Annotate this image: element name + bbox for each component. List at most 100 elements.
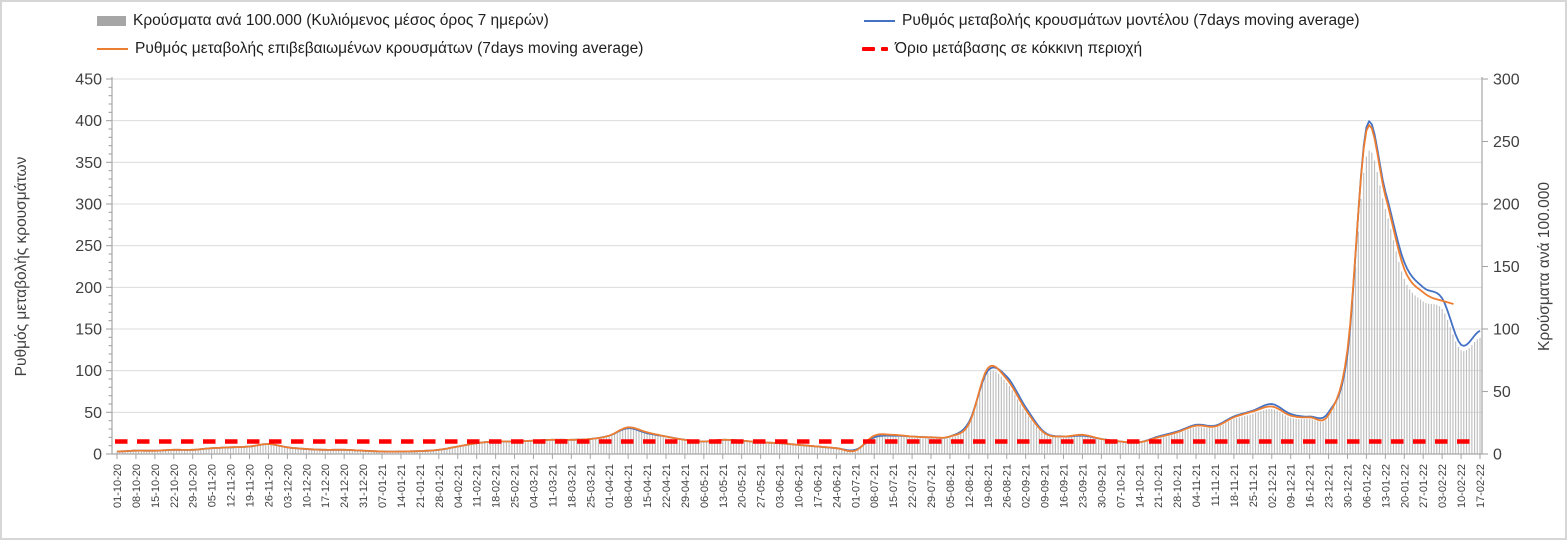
x-axis-date-label: 08-04-21 — [623, 464, 635, 508]
x-axis-date-label: 11-03-21 — [547, 464, 559, 507]
legend-item-red-threshold: Όριο μετάβασης σε κόκκινη περιοχή — [862, 38, 1142, 60]
x-axis-date-label: 05-08-21 — [945, 464, 957, 508]
x-axis-date-label: 25-02-21 — [510, 464, 522, 508]
x-axis-date-label: 12-11-20 — [226, 464, 238, 507]
x-axis: 01-10-20 08-10-20 15-10-20 22-10-20 29-10-20… — [112, 453, 1487, 508]
right-axis-tick-label: 0 — [1493, 447, 1502, 464]
x-axis-date-label: 10-12-20 — [301, 464, 313, 508]
x-axis-date-label: 14-10-21 — [1134, 464, 1146, 508]
blue-line-swatch — [864, 19, 895, 23]
x-axis-date-label: 30-12-21 — [1342, 464, 1354, 508]
left-axis-tick-label: 350 — [75, 155, 102, 172]
x-axis-date-label: 04-03-21 — [528, 464, 540, 508]
x-axis-date-label: 30-09-21 — [1096, 464, 1108, 508]
x-axis-date-label: 29-07-21 — [926, 464, 938, 508]
x-axis-date-label: 05-11-20 — [207, 464, 219, 507]
right-axis-tick-label: 150 — [1493, 259, 1520, 276]
x-axis-date-label: 20-01-22 — [1399, 464, 1411, 508]
x-axis-date-label: 26-11-20 — [263, 464, 275, 507]
x-axis-date-label: 13-05-21 — [718, 464, 730, 508]
x-axis-date-label: 21-01-21 — [415, 464, 427, 508]
x-axis-date-label: 15-04-21 — [642, 464, 654, 508]
x-axis-date-label: 19-08-21 — [983, 464, 995, 508]
model-line — [116, 120, 1481, 453]
x-axis-date-label: 20-05-21 — [737, 464, 749, 508]
left-axis-tick-label: 200 — [75, 280, 102, 297]
x-axis-date-label: 31-12-20 — [358, 464, 370, 508]
x-axis-date-label: 14-01-21 — [396, 464, 408, 508]
x-axis-date-label: 06-05-21 — [699, 464, 711, 508]
x-axis-date-label: 07-01-21 — [377, 464, 389, 508]
x-axis-date-label: 07-10-21 — [1115, 464, 1127, 508]
x-axis-date-label: 03-06-21 — [775, 464, 787, 508]
x-axis-date-label: 11-11-21 — [1210, 464, 1222, 506]
x-axis-date-label: 06-01-22 — [1361, 464, 1373, 508]
x-axis-date-label: 09-09-21 — [1040, 464, 1052, 508]
left-axis: 0 50 100 150 200 250 300 350 400 450 — [75, 72, 113, 464]
right-axis-title: Κρούσματα ανά 100.000 — [1536, 182, 1553, 351]
x-axis-date-label: 29-10-20 — [188, 464, 200, 508]
left-axis-tick-label: 450 — [75, 72, 102, 89]
right-axis-tick-label: 100 — [1493, 322, 1520, 339]
legend-item-confirmed-line: Ρυθμός μεταβολής επιβεβαιωμένων κρουσμάτ… — [97, 38, 643, 60]
x-axis-date-label: 10-06-21 — [794, 464, 806, 508]
red-dash-swatch — [862, 46, 888, 52]
right-axis-tick-label: 300 — [1493, 72, 1520, 89]
x-axis-date-label: 13-01-22 — [1380, 464, 1392, 508]
x-axis-date-label: 27-01-22 — [1418, 464, 1430, 508]
right-axis-tick-label: 200 — [1493, 197, 1520, 214]
x-axis-date-label: 03-12-20 — [282, 464, 294, 508]
x-axis-date-label: 15-07-21 — [888, 464, 900, 508]
x-axis-date-label: 21-10-21 — [1153, 464, 1165, 508]
x-axis-date-label: 22-04-21 — [661, 464, 673, 508]
left-axis-tick-label: 300 — [75, 197, 102, 214]
x-axis-date-label: 10-02-22 — [1456, 464, 1468, 508]
x-axis-date-label: 16-09-21 — [1059, 464, 1071, 508]
left-axis-tick-label: 150 — [75, 322, 102, 339]
x-axis-date-label: 03-02-22 — [1437, 464, 1449, 508]
orange-line-swatch — [97, 47, 128, 51]
x-axis-date-label: 01-10-20 — [112, 464, 124, 508]
left-axis-tick-label: 0 — [93, 447, 102, 464]
legend-item-model-line: Ρυθμός μεταβολής κρουσμάτων μοντέλου (7d… — [864, 10, 1360, 32]
x-axis-date-label: 19-11-20 — [245, 464, 257, 507]
x-axis-date-label: 24-06-21 — [831, 464, 843, 508]
x-axis-date-label: 28-10-21 — [1172, 464, 1184, 508]
left-axis-tick-label: 100 — [75, 363, 102, 380]
x-axis-date-label: 28-01-21 — [434, 464, 446, 508]
x-axis-date-label: 01-07-21 — [850, 464, 862, 508]
x-axis-date-label: 08-10-20 — [131, 464, 143, 508]
gridlines — [112, 78, 1482, 413]
x-axis-date-label: 08-07-21 — [869, 464, 881, 508]
x-axis-date-label: 23-09-21 — [1077, 464, 1089, 508]
x-axis-date-label: 18-03-21 — [566, 464, 578, 508]
x-axis-date-label: 15-10-20 — [150, 464, 162, 508]
legend: Κρούσματα ανά 100.000 (Κυλιόμενος μέσος … — [2, 2, 1565, 62]
x-axis-date-label: 17-02-22 — [1475, 464, 1487, 508]
legend-label-cases-bars: Κρούσματα ανά 100.000 (Κυλιόμενος μέσος … — [133, 12, 549, 29]
x-axis-date-label: 23-12-21 — [1324, 464, 1336, 508]
x-axis-date-label: 22-07-21 — [907, 464, 919, 508]
x-axis-date-label: 04-11-21 — [1191, 464, 1203, 507]
x-axis-date-label: 18-02-21 — [491, 464, 503, 508]
left-axis-tick-label: 50 — [84, 405, 102, 422]
x-axis-date-label: 17-06-21 — [812, 464, 824, 508]
x-axis-date-label: 29-04-21 — [680, 464, 692, 508]
right-axis-tick-label: 50 — [1493, 384, 1511, 401]
x-axis-date-label: 11-02-21 — [472, 464, 484, 507]
x-axis-date-label: 16-12-21 — [1305, 464, 1317, 508]
legend-label-confirmed-line: Ρυθμός μεταβολής επιβεβαιωμένων κρουσμάτ… — [135, 40, 644, 57]
legend-label-red-threshold: Όριο μετάβασης σε κόκκινη περιοχή — [895, 40, 1143, 57]
x-axis-date-label: 02-12-21 — [1267, 464, 1279, 508]
x-axis-date-label: 01-04-21 — [604, 464, 616, 508]
legend-item-cases-bars: Κρούσματα ανά 100.000 (Κυλιόμενος μέσος … — [97, 10, 549, 32]
x-axis-date-label: 12-08-21 — [964, 464, 976, 508]
x-axis-date-label: 02-09-21 — [1021, 464, 1033, 508]
x-axis-date-label: 04-02-21 — [453, 464, 465, 508]
x-axis-date-label: 09-12-21 — [1286, 464, 1298, 508]
left-axis-tick-label: 250 — [75, 238, 102, 255]
x-axis-date-label: 22-10-20 — [169, 464, 181, 508]
right-axis-tick-label: 250 — [1493, 134, 1520, 151]
